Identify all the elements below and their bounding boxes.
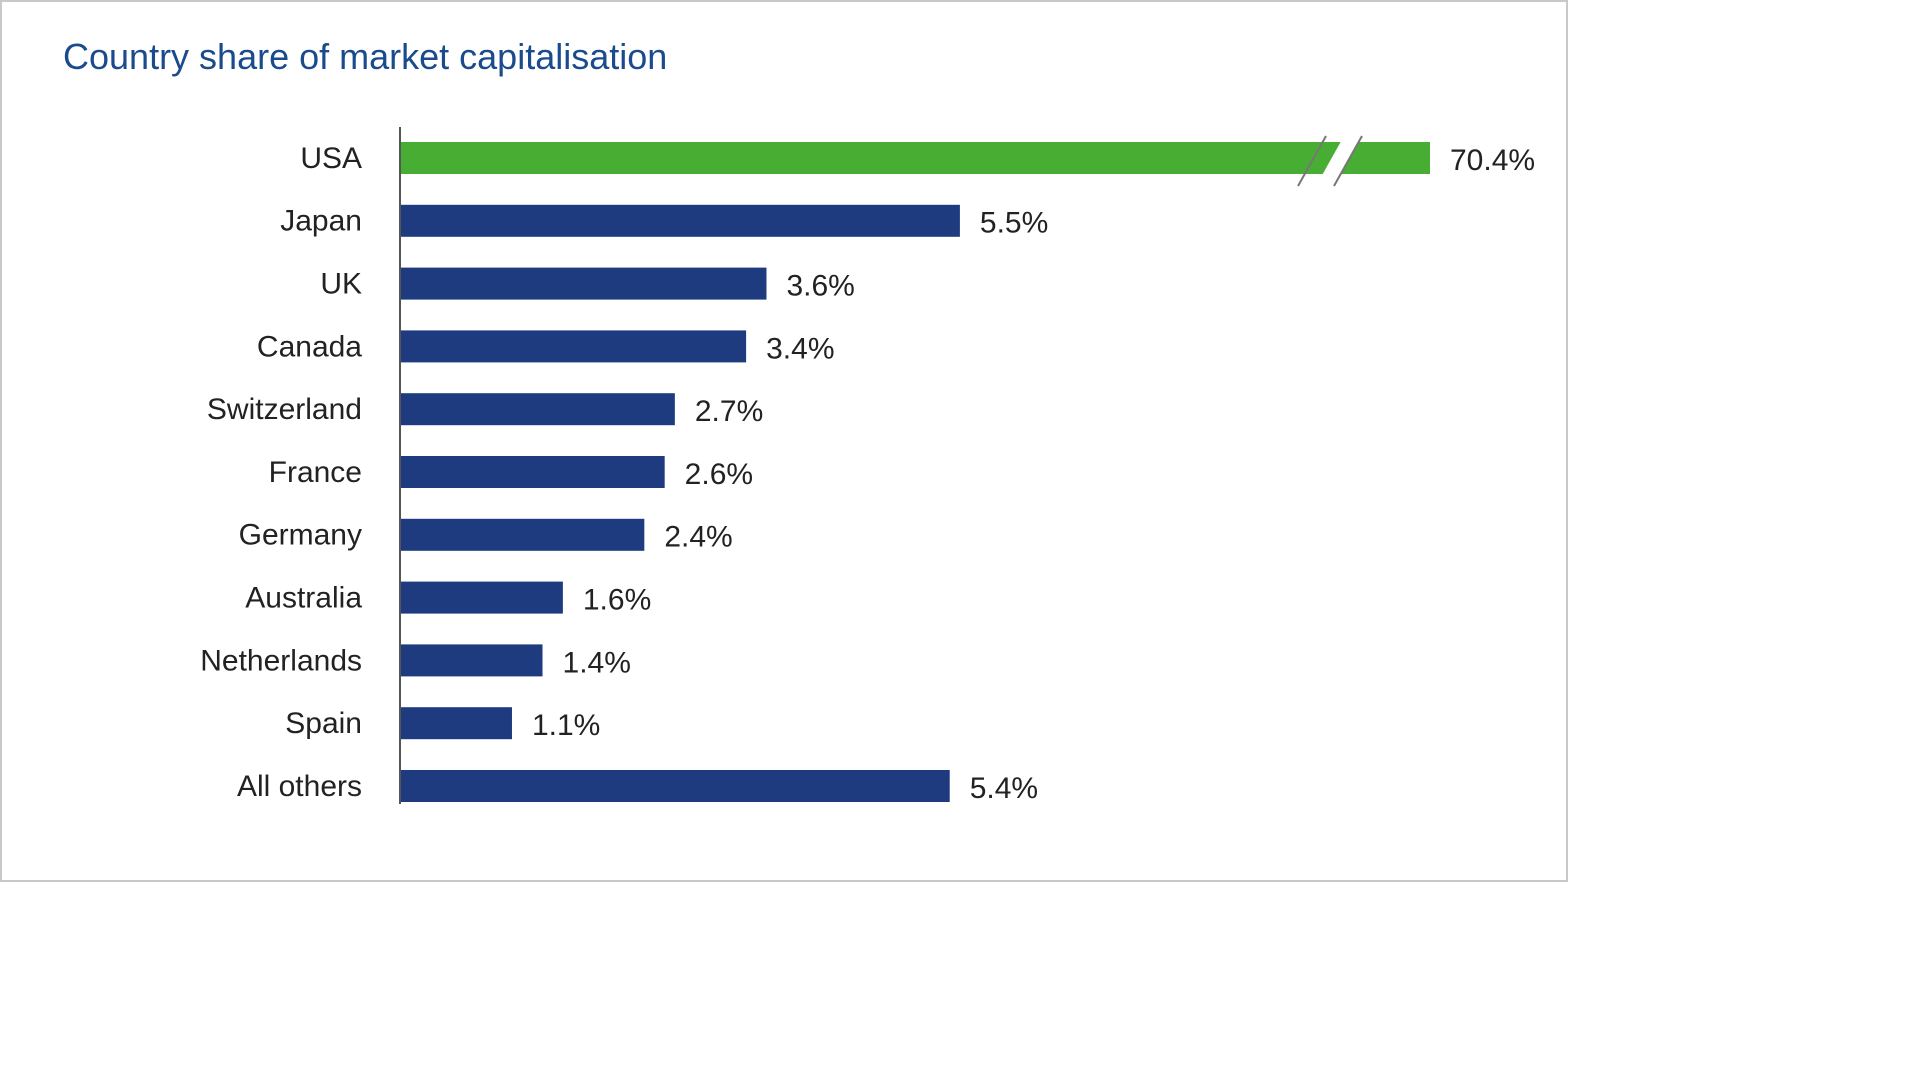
- category-label: Japan: [280, 205, 362, 238]
- bar-australia: [400, 581, 563, 614]
- value-label: 3.6%: [786, 270, 854, 303]
- value-label: 1.6%: [583, 584, 651, 617]
- category-label: France: [269, 456, 362, 489]
- bar-france: [400, 456, 665, 488]
- bar-usa: [400, 142, 1430, 174]
- category-label: USA: [300, 142, 362, 175]
- chart-title: Country share of market capitalisation: [63, 36, 668, 77]
- category-label: Spain: [285, 707, 362, 740]
- bar-spain: [400, 707, 512, 740]
- category-label: UK: [320, 268, 362, 301]
- category-label: Australia: [245, 582, 362, 615]
- axis-break-mark: [1297, 135, 1327, 187]
- value-label: 2.7%: [695, 395, 763, 428]
- bar-germany: [400, 518, 645, 551]
- value-label: 5.4%: [970, 772, 1038, 805]
- category-label: Netherlands: [200, 644, 362, 677]
- axis-break-mark: [1333, 135, 1363, 187]
- bar-switzerland: [400, 393, 675, 426]
- bar-netherlands: [400, 644, 543, 677]
- value-label: 1.1%: [532, 709, 600, 742]
- value-label: 2.4%: [664, 521, 732, 554]
- category-label: Canada: [257, 330, 362, 363]
- category-label: All others: [237, 770, 362, 803]
- value-label: 5.5%: [980, 207, 1048, 240]
- value-label: 3.4%: [766, 332, 834, 365]
- bar-canada: [400, 330, 747, 363]
- bar-japan: [400, 204, 960, 237]
- axis-break-gap: [1316, 136, 1362, 186]
- bar-uk: [400, 267, 767, 300]
- value-label: 70.4%: [1450, 144, 1535, 177]
- value-label: 1.4%: [563, 646, 631, 679]
- bar-all-others: [400, 770, 950, 802]
- category-label: Germany: [239, 519, 362, 552]
- category-label: Switzerland: [207, 393, 362, 426]
- bar-chart: USA 70.4% Japan 5.5% UK 3.6% Canada 3.4% Switzer…: [200, 127, 1535, 805]
- value-label: 2.6%: [685, 458, 753, 491]
